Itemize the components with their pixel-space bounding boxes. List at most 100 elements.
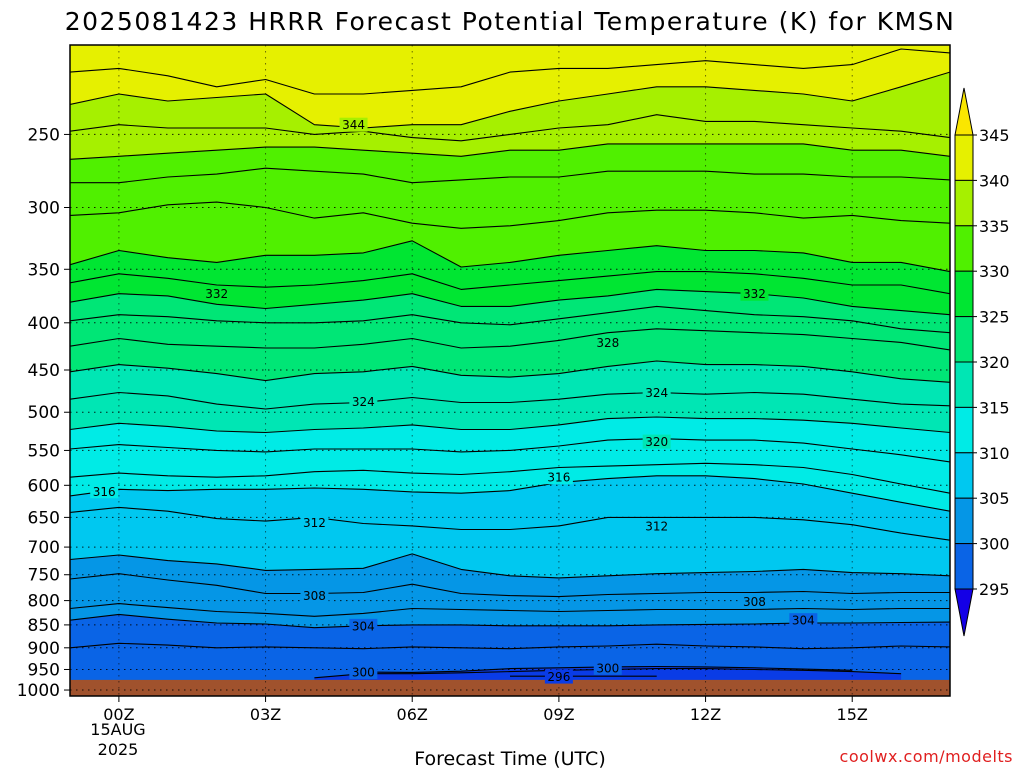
- contour-label-312: 312: [645, 519, 668, 533]
- contour-label-bg: [740, 286, 769, 301]
- colorbar-label-345: 345: [979, 126, 1010, 145]
- contour-label-bg: [300, 588, 329, 603]
- contour-label-bg: [789, 613, 818, 628]
- colorbar-label-335: 335: [979, 217, 1010, 236]
- contour-label-344: 344: [342, 118, 365, 132]
- y-tick-label-700: 700: [28, 538, 60, 558]
- below-ground-layer: [70, 679, 950, 696]
- isentrope-310: [70, 553, 950, 579]
- colorbar-label-315: 315: [979, 398, 1010, 417]
- contour-label-304: 304: [352, 619, 375, 633]
- contour-label-bg: [339, 117, 368, 132]
- contour-label-300: 300: [352, 665, 375, 679]
- y-tick-label-900: 900: [28, 639, 60, 659]
- contour-label-bg: [544, 669, 573, 684]
- contour-label-316: 316: [547, 471, 570, 485]
- y-tick-label-850: 850: [28, 616, 60, 636]
- colorbar: 345 340 335 330 325 320 315 310 305 300 295: [954, 87, 1010, 637]
- x-axis: 00Z 03Z 06Z 09Z 12Z 15Z: [103, 696, 868, 724]
- isentrope-346: [70, 48, 950, 95]
- y-tick-label-400: 400: [28, 314, 60, 334]
- isentrope-320: [70, 416, 950, 434]
- isentrope-308: [70, 573, 950, 598]
- colorbar-arrow-bottom: [954, 588, 974, 637]
- x-tick-label-00Z: 00Z: [103, 705, 134, 724]
- contour-label-332: 332: [205, 287, 228, 301]
- x-date-label: 15AUG: [90, 720, 145, 739]
- x-tick-label-06Z: 06Z: [397, 705, 428, 724]
- contour-label-bg: [544, 470, 573, 485]
- colorbar-label-340: 340: [979, 171, 1010, 190]
- contour-label-316: 316: [93, 485, 116, 499]
- contour-label-bg: [642, 434, 671, 449]
- x-tick-label-03Z: 03Z: [250, 705, 281, 724]
- contour-label-300: 300: [596, 661, 619, 675]
- colorbar-box: [954, 225, 974, 272]
- y-tick-label-800: 800: [28, 592, 60, 612]
- y-tick-label-600: 600: [28, 476, 60, 496]
- colorbar-label-320: 320: [979, 353, 1010, 372]
- y-axis: 250 300 350 400 450 500 550 600 650 700 750 800 850 9…: [17, 125, 70, 701]
- contour-label-308: 308: [303, 589, 326, 603]
- isentrope-312: [70, 506, 950, 541]
- x-year-label: 2025: [98, 740, 139, 759]
- chart-title: 2025081423 HRRR Forecast Potential Tempe…: [65, 7, 956, 36]
- x-axis-label: Forecast Time (UTC): [414, 748, 605, 768]
- y-tick-label-750: 750: [28, 566, 60, 586]
- isentrope-326: [70, 328, 950, 351]
- colorbar-box: [954, 361, 974, 408]
- isentrope-316: [70, 462, 950, 494]
- colorbar-label-330: 330: [979, 262, 1010, 281]
- colorbar-box: [954, 270, 974, 318]
- colorbar-label-310: 310: [979, 444, 1010, 463]
- x-tick-label-15Z: 15Z: [837, 705, 868, 724]
- isentrope-342: [70, 114, 950, 142]
- colorbar-box: [954, 543, 974, 590]
- contour-label-bg: [593, 660, 622, 675]
- contour-label-304: 304: [792, 614, 815, 628]
- contour-label-bg: [300, 515, 329, 530]
- colorbar-box: [954, 452, 974, 499]
- isentrope-324: [70, 360, 950, 383]
- y-tick-label-300: 300: [28, 199, 60, 219]
- colorbar-box: [954, 316, 974, 363]
- colorbar-box: [954, 497, 974, 545]
- contour-label-296: 296: [547, 670, 570, 684]
- isentrope-340: [70, 143, 950, 160]
- isentrope-302: [70, 642, 950, 650]
- colorbar-box: [954, 406, 974, 454]
- isentrope-334: [70, 240, 950, 273]
- contour-label-bg: [740, 594, 769, 609]
- contour-label-312: 312: [303, 516, 326, 530]
- y-tick-label-650: 650: [28, 508, 60, 528]
- contour-label-bg: [349, 394, 378, 409]
- isentrope-330: [70, 288, 950, 316]
- x-tick-label-09Z: 09Z: [543, 705, 574, 724]
- colorbar-arrow-top: [954, 87, 974, 136]
- contour-label-324: 324: [352, 395, 375, 409]
- colorbar-label-305: 305: [979, 489, 1010, 508]
- contour-label-324: 324: [645, 386, 668, 400]
- colorbar-label-325: 325: [979, 308, 1010, 327]
- y-tick-label-500: 500: [28, 403, 60, 423]
- isentrope-328: [70, 305, 950, 334]
- contour-label-bg: [349, 664, 378, 679]
- y-tick-label-350: 350: [28, 260, 60, 280]
- y-tick-label-950: 950: [28, 660, 60, 680]
- contour-label-320: 320: [645, 435, 668, 449]
- y-tick-label-450: 450: [28, 361, 60, 381]
- isentrope-332: [70, 271, 950, 295]
- isentrope-layer: [70, 48, 950, 679]
- isentrope-314: [70, 475, 950, 512]
- contour-label-bg: [349, 618, 378, 633]
- isentrope-344: [70, 71, 950, 129]
- contour-label-bg: [202, 286, 231, 301]
- contour-label-bg: [90, 484, 119, 499]
- isentrope-318: [70, 438, 950, 463]
- theta-fill-layer: [70, 45, 950, 696]
- x-tick-label-12Z: 12Z: [690, 705, 721, 724]
- isentrope-336: [70, 201, 950, 229]
- below-ground-fill: [70, 679, 950, 696]
- contour-label-layer: 344 332 332 328 324 324 320 316 316 312 312 308 308 3…: [90, 117, 818, 684]
- credit-link[interactable]: coolwx.com/modelts: [840, 747, 1013, 766]
